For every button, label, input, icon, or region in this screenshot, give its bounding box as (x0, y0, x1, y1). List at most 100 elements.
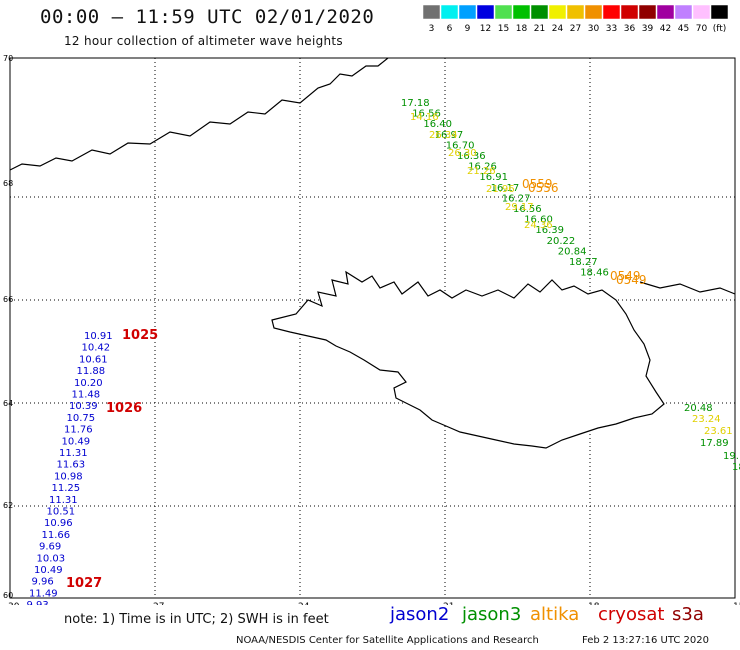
color-scale-label: 27 (570, 24, 581, 34)
wave-height-jason2: 11.31 (59, 448, 88, 459)
wave-height-altika: 24.36 (524, 220, 553, 231)
wave-height-jason3: 16.97 (435, 130, 464, 141)
lat-axis-label: 66 (3, 295, 13, 304)
color-scale-label: 30 (588, 24, 600, 34)
color-scale-swatch (512, 5, 531, 20)
lat-axis-label: 64 (3, 399, 13, 408)
wave-height-labels: 10.9110.4210.6111.8810.2011.4810.3910.75… (27, 98, 740, 605)
wave-height-altika: 21.96 (486, 184, 515, 195)
wave-height-jason3: 18.46 (580, 268, 609, 279)
lat-axis-label: 62 (3, 501, 13, 510)
wave-height-jason3: 18 (732, 462, 740, 473)
color-scale-label: 33 (606, 24, 617, 34)
wave-height-jason3: 18.27 (569, 257, 598, 268)
wave-height-jason3: 20.22 (547, 236, 576, 247)
color-scale-label: 45 (678, 24, 689, 34)
color-scale-label: 39 (642, 24, 654, 34)
map-subtitle: 12 hour collection of altimeter wave hei… (64, 34, 343, 48)
wave-height-jason2: 11.25 (52, 483, 81, 494)
color-scale-swatch (638, 5, 657, 20)
wave-height-jason3: 16.27 (502, 193, 531, 204)
lat-axis-label: 70 (3, 54, 13, 63)
wave-height-jason2: 9.69 (39, 542, 61, 553)
credit-text: NOAA/NESDIS Center for Satellite Applica… (236, 635, 539, 646)
footer-note: note: 1) Time is in UTC; 2) SWH is in fe… (64, 612, 329, 627)
wave-height-jason3: 16.60 (524, 215, 553, 226)
legend-jason3: jason3 (462, 604, 522, 625)
wave-height-jason3: 16.39 (535, 225, 564, 236)
color-scale-swatch (656, 5, 675, 20)
wave-height-altika: 0559 (522, 177, 553, 191)
lon-axis-label: −24 (291, 602, 310, 605)
wave-height-jason2: 10.42 (82, 343, 111, 354)
wave-height-jason2: 10.49 (62, 436, 91, 447)
wave-height-jason2: 10.51 (47, 507, 76, 518)
wave-height-altika: 0556 (528, 181, 559, 195)
color-scale-label: (ft) (713, 24, 727, 34)
color-scale-swatch (710, 5, 729, 20)
credit-timestamp: Feb 2 13:27:16 UTC 2020 (582, 635, 709, 646)
wave-height-jason2: 11.49 (29, 588, 58, 599)
lat-axis-label: 68 (3, 179, 13, 188)
wave-height-jason2: 10.39 (69, 401, 98, 412)
lon-axis-label: −30 (1, 602, 20, 605)
color-scale-swatch (440, 5, 459, 20)
wave-height-jason3: 16.26 (468, 162, 497, 173)
wave-height-jason3: 16.70 (446, 140, 475, 151)
wave-height-jason3: 20.84 (558, 246, 587, 257)
axis-labels: 70 68 66 64 62 60 −30 −27 −24 −21 −18 −15 (1, 54, 740, 605)
wave-height-jason3: 16.36 (457, 151, 486, 162)
wave-height-jason3: 19.1 (723, 451, 740, 462)
pressure-label: 1025 (122, 328, 158, 343)
wave-height-jason2: 10.91 (84, 331, 113, 342)
wave-height-altika: 14.16 (410, 112, 439, 123)
wave-height-jason3: 16.56 (513, 204, 542, 215)
color-scale-swatch (458, 5, 477, 20)
pressure-label: 1027 (66, 576, 102, 591)
map-title: 00:00 – 11:59 UTC 02/01/2020 (40, 6, 375, 28)
wave-height-jason2: 10.03 (37, 553, 66, 564)
wave-height-altika: 29.17 (505, 202, 534, 213)
wave-height-jason2: 10.61 (79, 354, 108, 365)
iceland-coastline (271, 270, 665, 449)
wave-height-altika: 26.30 (448, 148, 477, 159)
wave-height-jason2: 10.98 (54, 471, 83, 482)
pressure-label: 1026 (106, 401, 142, 416)
color-scale: 3 6 9 12 15 18 21 24 27 30 33 36 39 42 45 70 (ft) (423, 5, 729, 34)
map-canvas: 1025 1026 1027 10.9110.4210.6111.8810.20… (1, 54, 740, 605)
wave-height-jason3: 16.40 (423, 119, 452, 130)
legend-jason2: jason2 (390, 604, 450, 625)
greenland-coastline (9, 57, 389, 171)
color-scale-swatch (423, 5, 441, 20)
color-scale-swatch (674, 5, 693, 20)
wave-height-jason2: 10.20 (74, 378, 103, 389)
lon-axis-label: −21 (436, 602, 455, 605)
map-frame (9, 57, 736, 599)
color-scale-swatch (620, 5, 639, 20)
lat-axis-label: 60 (3, 591, 13, 600)
color-scale-swatch (584, 5, 603, 20)
color-scale-swatch (494, 5, 513, 20)
lon-axis-label: −27 (146, 602, 165, 605)
color-scale-swatch (692, 5, 711, 20)
color-scale-swatch (566, 5, 585, 20)
legend-s3a: s3a (672, 604, 704, 625)
color-scale-label: 3 (429, 24, 435, 34)
color-scale-label: 18 (516, 24, 528, 34)
wave-height-jason2: 9.93 (27, 600, 49, 605)
color-scale-label: 6 (447, 24, 453, 34)
wave-height-jason3: 17.18 (401, 98, 430, 109)
wave-height-jason3: 17.89 (700, 438, 729, 449)
wave-height-altika: 23.61 (704, 426, 733, 437)
wave-height-jason3: 16.91 (479, 172, 508, 183)
wave-height-altika: 0549 (610, 269, 641, 283)
wave-height-jason2: 11.88 (77, 366, 106, 377)
color-scale-label: 70 (696, 24, 708, 34)
wave-height-altika: 0549 (616, 273, 647, 287)
wave-height-altika: 23.24 (692, 414, 721, 425)
wave-height-jason3: 20.48 (684, 403, 713, 414)
wave-height-altika: 21.26 (467, 166, 496, 177)
wave-height-jason2: 11.31 (49, 495, 78, 506)
lon-axis-label: −18 (581, 602, 600, 605)
wave-height-jason2: 9.96 (32, 577, 54, 588)
